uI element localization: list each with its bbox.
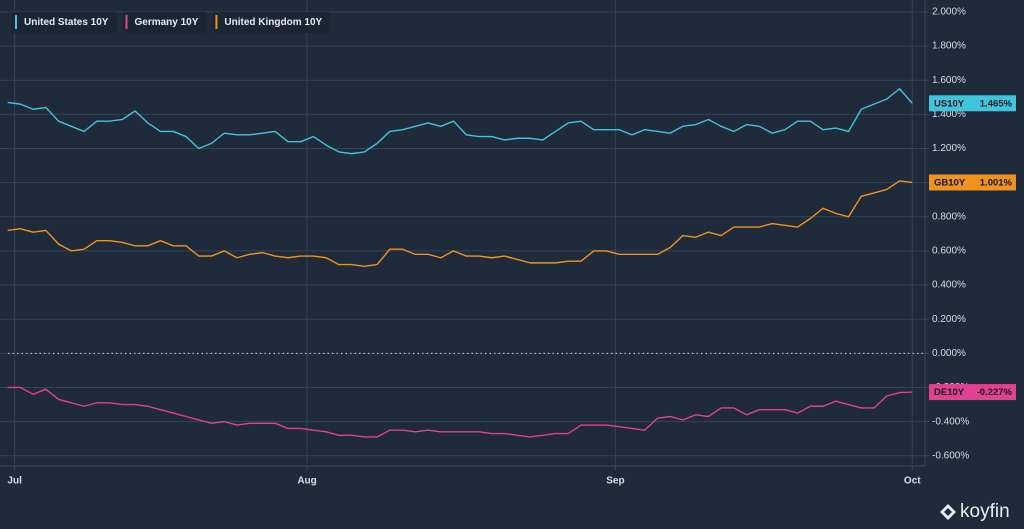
tag-box: [929, 384, 1016, 401]
tag-box: [929, 174, 1016, 191]
last-value-tag: GB10Y 1.001%: [929, 174, 1016, 191]
y-tick-label: 0.800%: [932, 211, 966, 222]
tag-value: -0.227%: [977, 387, 1013, 398]
legend-swatch: [15, 15, 17, 29]
legend-item: United Kingdom 10Y: [212, 12, 331, 33]
y-tick-label: 1.200%: [932, 143, 966, 154]
y-tick-label: 0.400%: [932, 280, 966, 291]
y-tick-label: -0.600%: [932, 450, 969, 461]
tag-value: 1.001%: [980, 177, 1013, 188]
logo-text: koyfin: [960, 501, 1010, 522]
series-line: [7, 180, 913, 267]
legend: United States 10Y Germany 10Y United Kingd…: [12, 12, 331, 33]
y-tick-label: 1.600%: [932, 75, 966, 86]
last-value-tag: US10Y 1.465%: [929, 95, 1016, 112]
x-tick-label: Aug: [297, 476, 316, 487]
legend-label: United Kingdom 10Y: [224, 17, 322, 28]
y-tick-label: 0.200%: [932, 314, 966, 325]
x-tick-label: Jul: [7, 476, 22, 487]
legend-item: Germany 10Y: [122, 12, 207, 33]
y-tick-label: 1.800%: [932, 41, 966, 52]
y-tick-label: 2.000%: [932, 7, 966, 18]
logo-icon: [940, 504, 956, 520]
last-value-tag: DE10Y -0.227%: [929, 384, 1016, 401]
tag-label: US10Y: [934, 98, 965, 109]
x-tick-label: Oct: [904, 476, 921, 487]
legend-label: United States 10Y: [24, 17, 109, 28]
y-tick-label: -0.400%: [932, 416, 969, 427]
legend-label: Germany 10Y: [134, 17, 198, 28]
y-tick-label: 1.400%: [932, 109, 966, 120]
grid: [0, 0, 925, 466]
series-line: [7, 386, 913, 438]
legend-box: [12, 12, 117, 33]
legend-box: [122, 12, 207, 33]
legend-item: United States 10Y: [12, 12, 117, 33]
tag-box: [929, 95, 1016, 112]
y-tick-label: 0.000%: [932, 348, 966, 359]
x-tick-label: Sep: [606, 476, 624, 487]
logo: koyfin: [940, 501, 1010, 522]
tag-value: 1.465%: [980, 98, 1013, 109]
legend-box: [212, 12, 331, 33]
legend-swatch: [215, 15, 218, 29]
y-tick-label: 0.600%: [932, 246, 966, 257]
legend-swatch: [125, 15, 128, 29]
tag-label: GB10Y: [934, 177, 966, 188]
tag-label: DE10Y: [934, 387, 965, 398]
series-line: [7, 88, 913, 155]
